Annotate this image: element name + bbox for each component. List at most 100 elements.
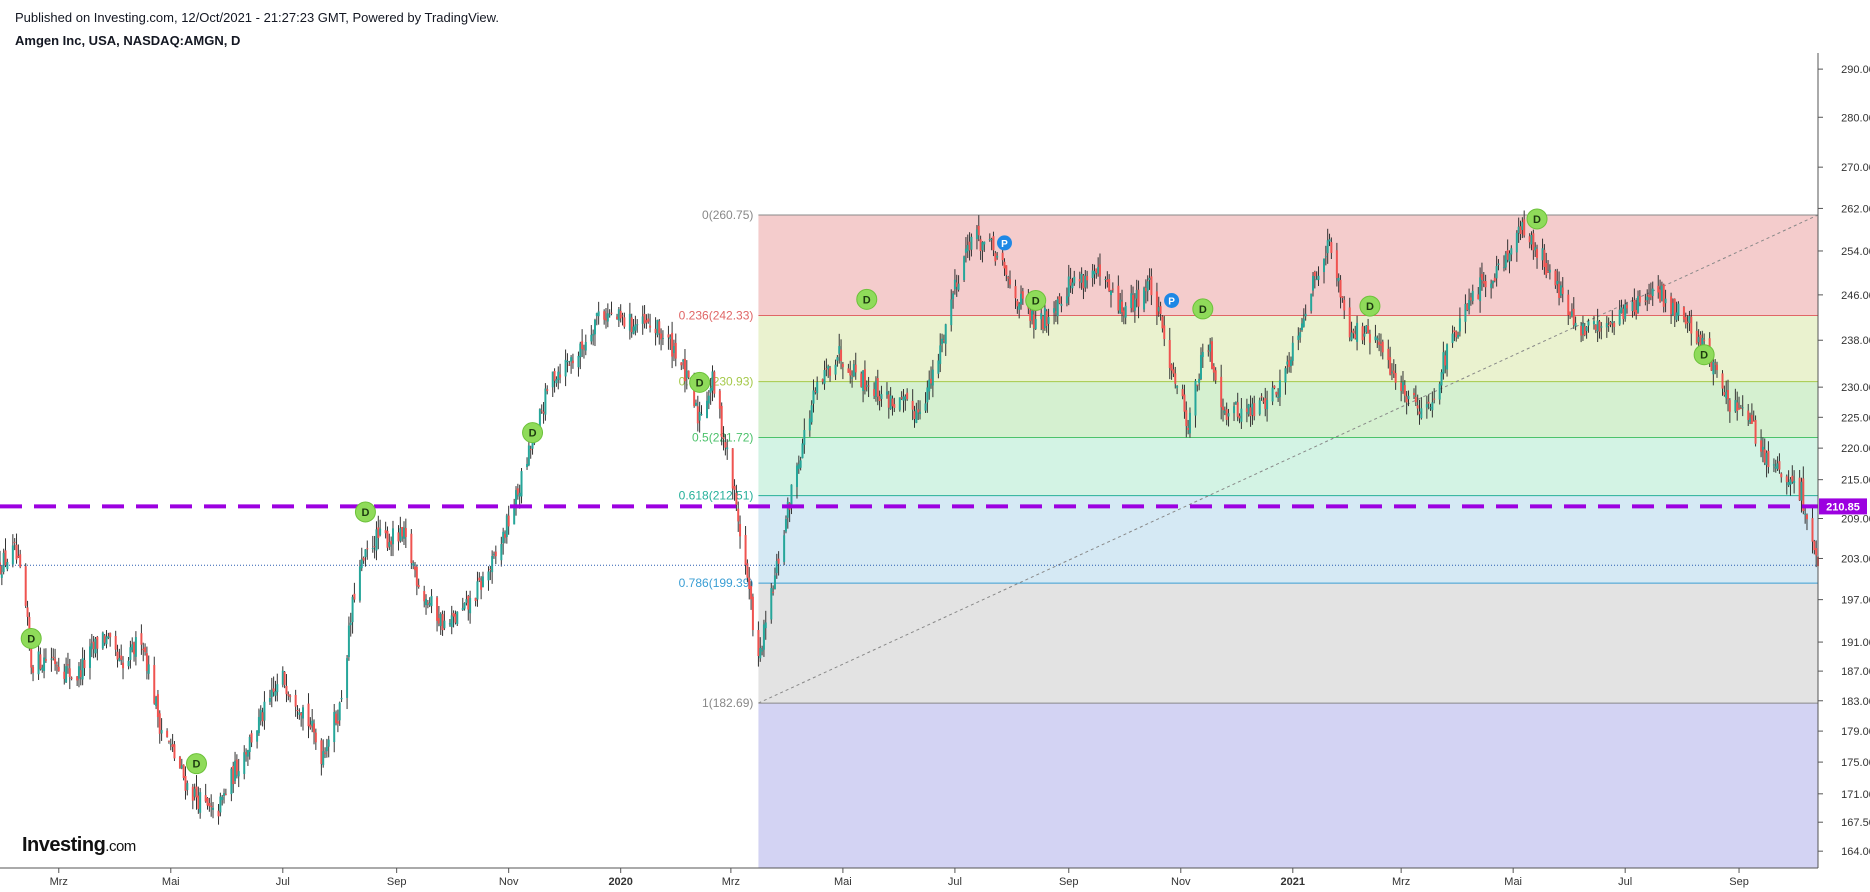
candle-body xyxy=(346,658,349,698)
candle-body xyxy=(1600,326,1603,328)
candle-body xyxy=(1196,384,1199,386)
candle-body xyxy=(1780,473,1783,478)
candle-body xyxy=(1363,333,1366,337)
candle-body xyxy=(79,670,82,678)
price-axis[interactable]: 290.00 280.00 270.00 262.00 254.00 246.00 238.… xyxy=(1817,53,1870,868)
candle-body xyxy=(182,764,185,779)
candle-body xyxy=(1446,344,1449,370)
candle-body xyxy=(709,388,712,393)
candle-body xyxy=(386,530,389,548)
candle-body xyxy=(340,697,343,700)
candle-body xyxy=(1673,298,1676,317)
dividend-marker xyxy=(856,288,878,310)
candle-body xyxy=(379,528,382,535)
candle-body xyxy=(1559,285,1562,296)
fib-band xyxy=(758,315,1818,382)
candle-body xyxy=(808,418,811,431)
candle-body xyxy=(57,666,60,672)
candle-body xyxy=(1534,247,1537,251)
candle-body xyxy=(1060,303,1063,306)
candle-body xyxy=(724,442,727,448)
candle-body xyxy=(237,771,240,777)
candle-body xyxy=(193,788,196,797)
candle-body xyxy=(1633,300,1636,312)
candle-body xyxy=(1313,271,1316,277)
candle-body xyxy=(1464,303,1467,322)
candle-body xyxy=(1188,412,1191,434)
candle-body xyxy=(1374,336,1377,341)
candle-body xyxy=(683,358,686,382)
candle-body xyxy=(1558,283,1561,298)
candle-body xyxy=(463,602,466,609)
dividend-marker-label: D xyxy=(863,294,871,306)
candle-body xyxy=(1007,277,1010,279)
candle-body xyxy=(17,555,20,558)
candle-body xyxy=(994,253,997,262)
candle-body xyxy=(1491,280,1494,284)
candle-body xyxy=(1335,250,1338,279)
candle-body xyxy=(1427,401,1430,404)
candle-body xyxy=(155,697,158,707)
candle-body xyxy=(399,528,402,541)
candle-body xyxy=(1288,360,1291,368)
candle-body xyxy=(1042,316,1045,330)
dividend-marker xyxy=(1025,289,1047,311)
candle-body xyxy=(1649,294,1652,298)
candle-body xyxy=(1455,331,1458,338)
candle-body xyxy=(1778,461,1781,470)
candle-body xyxy=(803,430,806,445)
candle-body xyxy=(1021,291,1024,299)
candle-body xyxy=(19,554,22,567)
candle-body xyxy=(1003,261,1006,269)
candle-body xyxy=(568,364,571,366)
candle-body xyxy=(1504,253,1507,268)
candle-body xyxy=(667,334,670,338)
dividend-marker-label: D xyxy=(1366,301,1374,313)
candle-body xyxy=(1368,334,1371,343)
candle-body xyxy=(1761,446,1764,450)
candle-body xyxy=(981,242,984,251)
candle-body xyxy=(300,713,303,716)
candle-body xyxy=(1146,281,1149,292)
candle-body xyxy=(1097,267,1100,274)
candle-body xyxy=(1767,450,1770,468)
candle-body xyxy=(127,660,130,667)
fibonacci-retracement[interactable]: 0(260.75)0.236(242.33)0.382(230.93)0.5(2… xyxy=(679,208,1819,868)
candle-body xyxy=(469,597,472,614)
candle-body xyxy=(1082,275,1085,289)
candle-body xyxy=(720,405,723,437)
candle-body xyxy=(206,797,209,806)
candle-body xyxy=(70,677,73,679)
candle-body xyxy=(66,664,69,666)
candle-body xyxy=(546,389,549,392)
candle-body xyxy=(698,411,701,421)
candle-body xyxy=(101,632,104,649)
candle-body xyxy=(687,370,690,378)
time-axis[interactable]: Mrz Mai Jul Sep Nov 2020 Mrz Mai Jul Sep Nov 2021 Mr… xyxy=(0,867,1818,888)
candle-body xyxy=(1258,400,1261,415)
candle-body xyxy=(941,338,944,345)
candle-body xyxy=(1144,287,1147,292)
price-tick-label: 262.00 xyxy=(1841,203,1870,215)
candle-body xyxy=(50,658,53,660)
candle-body xyxy=(1323,258,1326,273)
candle-body xyxy=(1532,233,1535,251)
candle-body xyxy=(197,795,200,809)
candle-body xyxy=(963,256,966,281)
candle-body xyxy=(83,659,86,669)
price-tick-label: 183.00 xyxy=(1841,696,1870,708)
dividend-marker-label: D xyxy=(1032,295,1040,307)
candle-body xyxy=(722,437,725,439)
dividend-marker xyxy=(522,422,544,444)
event-markers[interactable]: D D D D D D D D D D D P P xyxy=(20,208,1715,775)
candle-body xyxy=(1695,330,1698,344)
candle-body xyxy=(674,342,677,359)
candle-body xyxy=(2,552,5,572)
candle-body xyxy=(1521,222,1524,230)
candle-body xyxy=(116,651,119,660)
candle-body xyxy=(1774,466,1777,469)
candle-body xyxy=(641,316,644,324)
candle-body xyxy=(1273,385,1276,389)
candle-body xyxy=(1749,418,1752,422)
